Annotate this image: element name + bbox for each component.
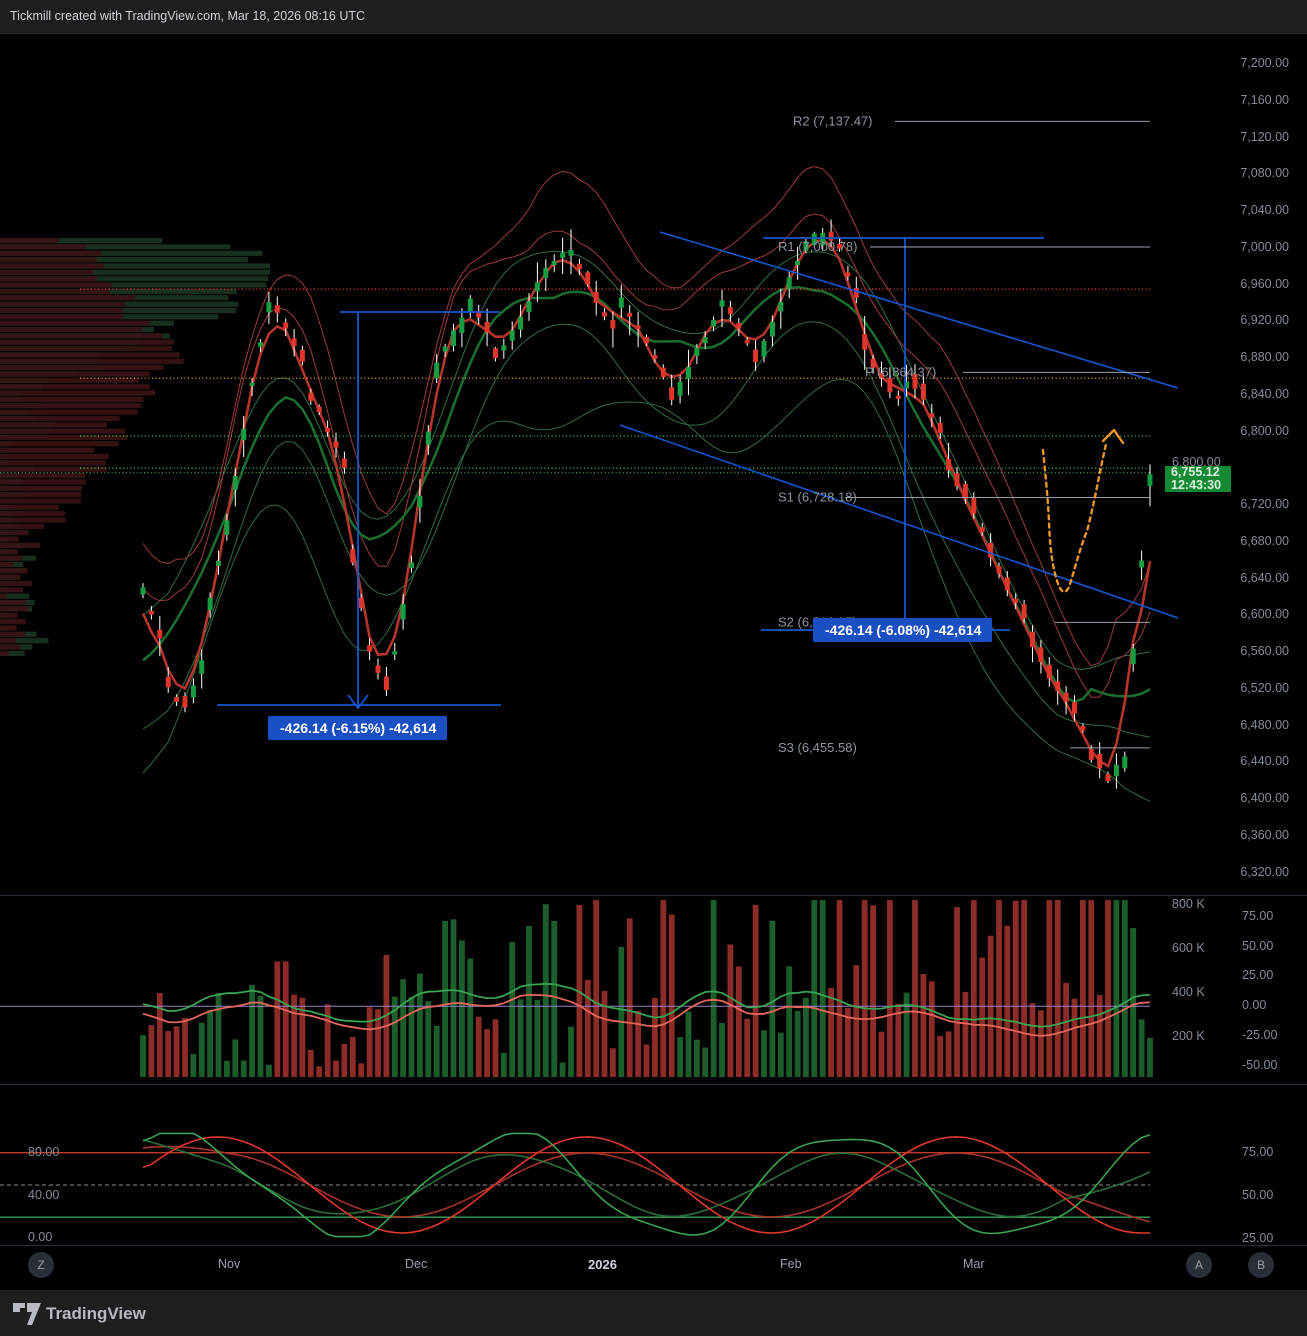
svg-text:R1 (7,000.78): R1 (7,000.78) — [778, 239, 858, 254]
svg-text:-426.14 (-6.15%) -42,614: -426.14 (-6.15%) -42,614 — [280, 720, 437, 736]
svg-text:R2 (7,137.47): R2 (7,137.47) — [793, 113, 873, 128]
svg-text:-426.14 (-6.08%) -42,614: -426.14 (-6.08%) -42,614 — [825, 622, 982, 638]
svg-text:S1 (6,728.18): S1 (6,728.18) — [778, 490, 857, 505]
svg-text:S3 (6,455.58): S3 (6,455.58) — [778, 740, 857, 755]
svg-text:P (6,864.37): P (6,864.37) — [865, 364, 936, 379]
